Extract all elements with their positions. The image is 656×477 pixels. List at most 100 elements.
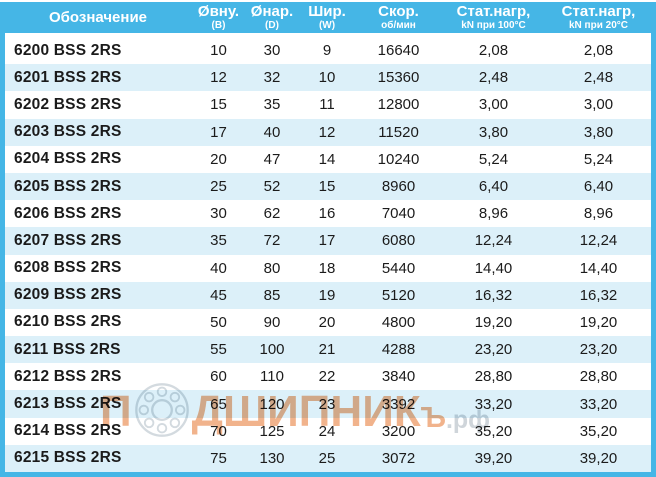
cell-designation: 6215 BSS 2RS	[14, 449, 122, 467]
cell-static-load-20: 5,24	[583, 150, 614, 168]
cell-designation: 6202 BSS 2RS	[14, 95, 122, 113]
cell-speed: 3840	[381, 368, 416, 386]
cell-static-load-100: 23,20	[474, 341, 513, 359]
cell-static-load-20: 23,20	[579, 341, 618, 359]
cell-inner-diameter: 55	[210, 341, 227, 359]
cell-width: 14	[318, 150, 336, 168]
cell-designation: 6209 BSS 2RS	[14, 286, 122, 304]
cell-inner-diameter: 35	[210, 232, 227, 250]
header-sublabel: kN при 100°С	[461, 20, 526, 31]
cell-designation: 6204 BSS 2RS	[14, 150, 122, 168]
table-body: 6200 BSS 2RS 10 30 9 16640 2,08 2,08 620…	[0, 33, 656, 477]
cell-static-load-100: 14,40	[474, 259, 513, 277]
cell-static-load-20: 16,32	[579, 286, 618, 304]
cell-speed: 4800	[381, 313, 416, 331]
cell-static-load-100: 3,80	[478, 123, 509, 141]
header-label: Стат.нагр,	[561, 3, 636, 20]
cell-static-load-20: 35,20	[579, 422, 618, 440]
header-static-load-20: Стат.нагр, kN при 20°С	[546, 2, 651, 33]
cell-designation: 6211 BSS 2RS	[14, 340, 121, 358]
cell-outer-diameter: 47	[263, 150, 281, 168]
cell-speed: 3072	[381, 449, 416, 467]
cell-static-load-100: 28,80	[474, 368, 513, 386]
cell-width: 25	[318, 449, 336, 467]
cell-static-load-100: 12,24	[474, 232, 513, 250]
header-label: Шир.	[308, 3, 346, 20]
cell-width: 20	[318, 313, 336, 331]
table-row: 6210 BSS 2RS 50 90 20 4800 19,20 19,20	[5, 309, 651, 336]
cell-designation: 6208 BSS 2RS	[14, 259, 122, 277]
cell-speed: 3392	[381, 395, 416, 413]
table-header-row: Обозначение Øвну. (B) Øнар. (D) Шир. (W)…	[0, 2, 656, 33]
cell-static-load-20: 28,80	[579, 368, 618, 386]
cell-inner-diameter: 45	[210, 286, 227, 304]
table-row: 6215 BSS 2RS 75 130 25 3072 39,20 39,20	[5, 444, 651, 472]
header-label: Øнар.	[250, 3, 294, 20]
cell-outer-diameter: 30	[263, 42, 281, 60]
cell-outer-diameter: 125	[259, 422, 285, 440]
table-row: 6211 BSS 2RS 55 100 21 4288 23,20 23,20	[5, 336, 651, 364]
cell-speed: 15360	[377, 69, 420, 87]
table-row: 6207 BSS 2RS 35 72 17 6080 12,24 12,24	[5, 227, 651, 255]
cell-inner-diameter: 40	[210, 259, 227, 277]
cell-static-load-100: 39,20	[474, 449, 513, 467]
cell-speed: 8960	[381, 178, 416, 196]
cell-outer-diameter: 110	[260, 368, 284, 386]
cell-designation: 6213 BSS 2RS	[14, 395, 122, 413]
cell-speed: 10240	[377, 150, 420, 168]
cell-static-load-20: 2,48	[583, 69, 614, 87]
cell-speed: 5440	[381, 259, 416, 277]
header-width: Шир. (W)	[298, 2, 356, 33]
header-speed: Скор. об/мин	[356, 2, 441, 33]
cell-static-load-20: 3,80	[583, 123, 614, 141]
cell-static-load-100: 6,40	[478, 178, 509, 196]
cell-inner-diameter: 15	[210, 96, 227, 114]
cell-speed: 4288	[381, 341, 416, 359]
cell-static-load-20: 3,00	[583, 96, 614, 114]
table-row: 6208 BSS 2RS 40 80 18 5440 14,40 14,40	[5, 255, 651, 282]
cell-static-load-100: 33,20	[474, 395, 513, 413]
cell-outer-diameter: 100	[259, 341, 285, 359]
cell-speed: 6080	[381, 232, 416, 250]
cell-width: 23	[318, 395, 336, 413]
table-row: 6214 BSS 2RS 70 125 24 3200 35,20 35,20	[5, 418, 651, 445]
header-label: Скор.	[378, 3, 419, 20]
cell-static-load-20: 8,96	[583, 205, 614, 223]
cell-outer-diameter: 52	[263, 178, 281, 196]
cell-static-load-100: 5,24	[478, 150, 509, 168]
cell-width: 12	[318, 123, 336, 141]
cell-inner-diameter: 17	[210, 123, 227, 141]
cell-outer-diameter: 62	[263, 205, 281, 223]
header-designation: Обозначение	[5, 2, 191, 33]
cell-static-load-20: 33,20	[579, 395, 618, 413]
cell-static-load-20: 12,24	[579, 232, 618, 250]
table-row: 6202 BSS 2RS 15 35 11 12800 3,00 3,00	[5, 91, 651, 118]
cell-outer-diameter: 130	[259, 449, 285, 467]
cell-static-load-100: 3,00	[478, 96, 509, 114]
cell-static-load-20: 6,40	[583, 178, 614, 196]
cell-width: 24	[318, 422, 336, 440]
table-row: 6212 BSS 2RS 60 110 22 3840 28,80 28,80	[5, 363, 651, 390]
cell-static-load-20: 39,20	[579, 449, 618, 467]
cell-width: 19	[318, 286, 336, 304]
table-row: 6203 BSS 2RS 17 40 12 11520 3,80 3,80	[5, 118, 651, 146]
cell-outer-diameter: 35	[263, 96, 281, 114]
cell-static-load-100: 8,96	[478, 205, 509, 223]
cell-speed: 5120	[381, 286, 416, 304]
cell-width: 17	[318, 232, 336, 250]
header-sublabel: kN при 20°С	[569, 20, 628, 31]
cell-width: 21	[318, 341, 336, 359]
table-row: 6209 BSS 2RS 45 85 19 5120 16,32 16,32	[5, 281, 651, 309]
cell-outer-diameter: 120	[259, 395, 285, 413]
cell-static-load-100: 2,48	[478, 69, 509, 87]
cell-speed: 12800	[377, 96, 420, 114]
cell-static-load-100: 2,08	[478, 42, 509, 60]
header-inner-diameter: Øвну. (B)	[191, 2, 246, 33]
cell-width: 9	[322, 42, 332, 60]
cell-designation: 6206 BSS 2RS	[14, 204, 122, 222]
cell-designation: 6203 BSS 2RS	[14, 123, 122, 141]
cell-width: 10	[318, 69, 336, 87]
cell-static-load-20: 19,20	[579, 313, 618, 331]
cell-width: 22	[318, 368, 336, 386]
